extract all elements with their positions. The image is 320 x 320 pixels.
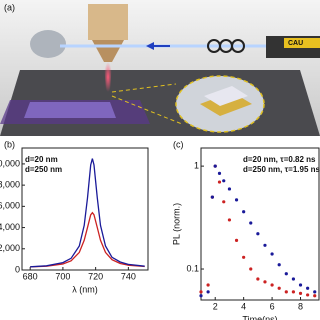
- decay-point: [298, 283, 303, 287]
- y-tick-label: 4,000: [0, 222, 20, 232]
- decay-point: [284, 290, 288, 294]
- decay-point: [256, 277, 260, 281]
- y-tick-label: 2,000: [0, 243, 20, 253]
- decay-point: [227, 187, 232, 191]
- decay-point: [199, 290, 203, 294]
- panel-label: (a): [4, 2, 15, 12]
- y-tick-label: 6,000: [0, 201, 20, 211]
- sample-top: [204, 86, 248, 106]
- decay-point: [256, 232, 260, 236]
- decay-point: [222, 200, 226, 204]
- lens: [231, 39, 245, 53]
- y-tick-label: 0: [15, 264, 20, 274]
- laser-label-plate: [284, 38, 320, 48]
- decay-point: [234, 238, 239, 242]
- decay-point: [199, 294, 203, 298]
- decay-point: [306, 293, 310, 297]
- panel-a: (a) CAU: [0, 0, 320, 136]
- legend-entry: d=250 nm: [25, 165, 62, 174]
- panel-label: (b): [4, 139, 15, 149]
- decay-point: [210, 195, 214, 199]
- decay-point: [263, 243, 267, 247]
- y-tick-label: 1: [194, 160, 199, 170]
- decay-point: [263, 280, 267, 284]
- decay-point: [270, 283, 274, 287]
- waveguide: [24, 102, 116, 118]
- x-tick-label: 6: [270, 301, 275, 311]
- decay-point: [249, 267, 253, 271]
- decay-point: [298, 291, 303, 295]
- plot-frame: [200, 147, 320, 301]
- decay-point: [213, 164, 217, 168]
- beam-arrowhead: [146, 42, 154, 50]
- zoom-line: [111, 83, 177, 93]
- decay-point: [217, 171, 222, 175]
- x-tick-label: 2: [213, 301, 218, 311]
- decay-point: [313, 290, 317, 294]
- x-axis-label: Time(ns): [242, 314, 277, 320]
- x-tick-label: 8: [298, 301, 303, 311]
- spectrum-line: [30, 211, 145, 268]
- panel-label: (c): [173, 139, 184, 149]
- decay-point: [234, 198, 239, 202]
- plot-frame: [21, 147, 149, 271]
- x-tick-label: 740: [121, 271, 136, 281]
- x-axis-label: λ (nm): [72, 284, 98, 294]
- mirror: [30, 30, 66, 58]
- y-tick-label: 0.1: [186, 263, 199, 273]
- legend-entry: d=250 nm, τ=1.95 ns: [243, 165, 320, 174]
- decay-point: [270, 252, 274, 256]
- decay-point: [242, 255, 246, 259]
- decay-point: [291, 277, 296, 281]
- decay-point: [306, 286, 310, 290]
- y-tick-label: 10,000: [0, 158, 20, 168]
- y-axis-label: PL (norm.): [171, 203, 181, 245]
- decay-point: [284, 272, 288, 276]
- zoom-line: [111, 95, 183, 125]
- laser-label: CAU: [288, 40, 303, 47]
- decay-point: [206, 290, 210, 294]
- x-tick-label: 4: [241, 301, 246, 311]
- decay-point: [291, 290, 296, 294]
- x-tick-label: 700: [55, 271, 70, 281]
- decay-point: [217, 180, 222, 184]
- decay-point: [249, 221, 253, 225]
- decay-point: [313, 294, 317, 298]
- decay-point: [227, 218, 232, 222]
- decay-point: [277, 286, 281, 290]
- objective: [88, 4, 128, 40]
- spectrum-line: [30, 158, 145, 268]
- y-tick-label: 8,000: [0, 180, 20, 190]
- x-tick-label: 720: [88, 271, 103, 281]
- decay-point: [222, 179, 226, 183]
- decay-point: [277, 263, 281, 267]
- legend-entry: d=20 nm: [25, 155, 58, 164]
- legend-entry: d=20 nm, τ=0.82 ns: [243, 155, 316, 164]
- decay-point: [242, 210, 246, 214]
- excitation-beam: [104, 62, 112, 92]
- x-tick-label: 680: [23, 271, 38, 281]
- decay-point: [206, 283, 210, 287]
